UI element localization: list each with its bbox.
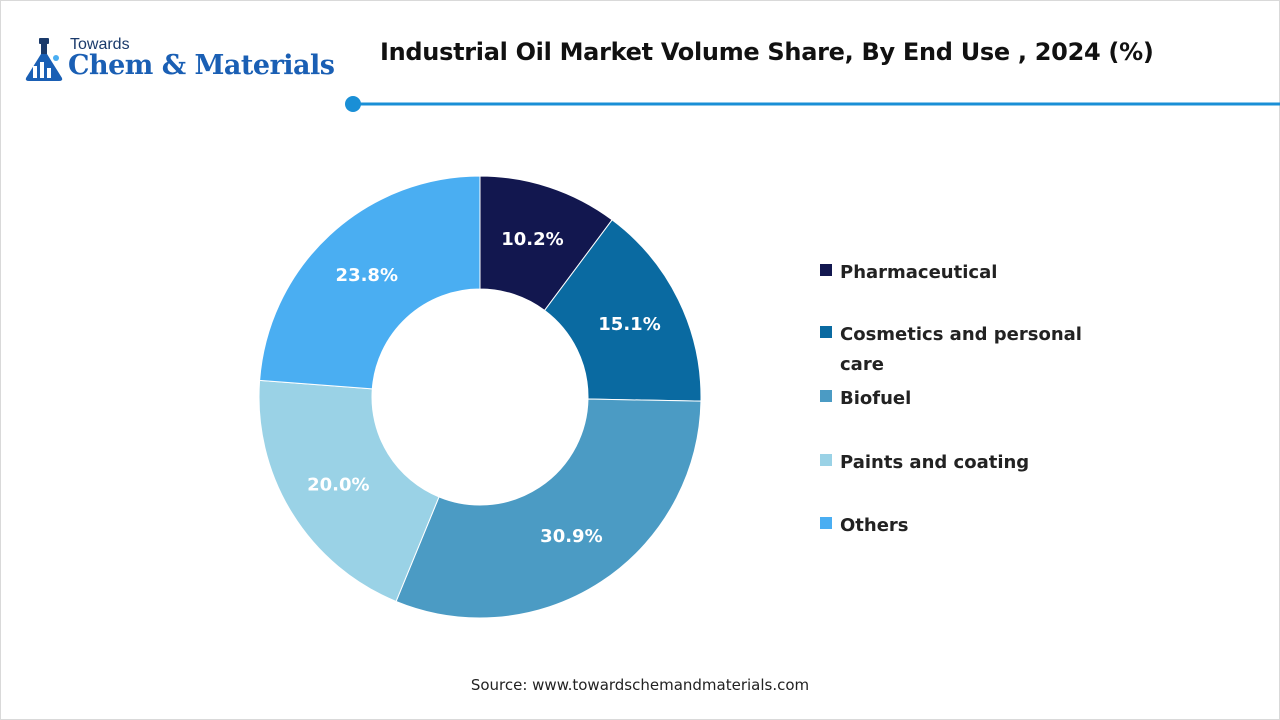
legend-item-biofuel: Biofuel <box>820 384 1100 414</box>
brand-small-text: Towards <box>70 36 130 53</box>
slice-value-label: 23.8% <box>336 265 398 286</box>
legend-label: Cosmetics and personal care <box>840 324 1082 375</box>
brand-logo: Towards Chem & Materials <box>22 36 342 86</box>
brand-name: Chem & Materials <box>68 50 335 81</box>
slice-value-label: 10.2% <box>501 229 563 250</box>
source-note: Source: www.towardschemandmaterials.com <box>470 676 810 694</box>
legend-swatch <box>820 390 832 402</box>
slice-value-label: 20.0% <box>307 474 369 495</box>
chart-title: Industrial Oil Market Volume Share, By E… <box>380 38 1154 66</box>
legend-swatch <box>820 517 832 529</box>
donut-slice-paints-and-coating <box>258 379 440 603</box>
legend-label: Pharmaceutical <box>840 262 998 283</box>
legend-item-others: Others <box>820 511 1100 541</box>
legend-label: Paints and coating <box>840 452 1030 473</box>
donut-slice-others <box>259 175 481 390</box>
legend-item-pharmaceutical: Pharmaceutical <box>820 258 1100 288</box>
legend-label: Biofuel <box>840 388 912 409</box>
slice-value-label: 15.1% <box>598 314 660 335</box>
legend-item-cosmetics: Cosmetics and personal care <box>820 320 1100 380</box>
flask-logo-icon <box>25 38 63 81</box>
legend-swatch <box>820 454 832 466</box>
legend-swatch <box>820 264 832 276</box>
legend-label: Others <box>840 515 909 536</box>
legend-item-paints: Paints and coating <box>820 448 1100 478</box>
legend-swatch <box>820 326 832 338</box>
donut-slice-cosmetics-and-personal-care <box>543 219 702 402</box>
donut-slice-biofuel <box>395 398 702 619</box>
slice-value-label: 30.9% <box>540 526 602 547</box>
title-underline <box>345 96 1280 112</box>
